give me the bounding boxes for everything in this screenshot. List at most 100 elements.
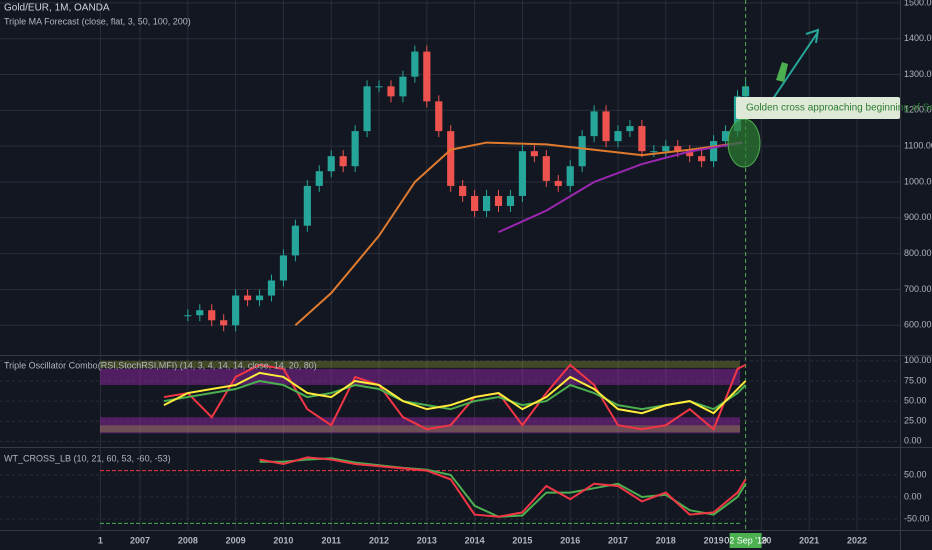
candle	[566, 166, 574, 186]
candle	[267, 280, 276, 296]
candle	[542, 156, 550, 181]
candle	[662, 146, 670, 152]
candle	[638, 126, 646, 152]
candle	[650, 151, 658, 153]
rocket-icon	[776, 62, 788, 82]
candle	[339, 156, 347, 167]
y-tick-label: 1000.00	[904, 176, 932, 186]
candle	[279, 255, 288, 281]
candle	[721, 131, 730, 142]
x-tick-label: 2012	[369, 535, 389, 545]
oscillator-title: Triple Oscillator Combo(RSI,StochRSI,MFI…	[4, 360, 317, 370]
highlight-ellipse	[727, 118, 761, 168]
candle	[363, 86, 371, 132]
candle	[494, 195, 503, 206]
y-tick-label: 50.00	[904, 395, 927, 405]
x-tick-label: 2022	[847, 535, 867, 545]
candle	[578, 136, 586, 167]
y-tick-label: 0.00	[904, 436, 922, 446]
series-line	[259, 456, 747, 518]
candle	[232, 295, 240, 326]
annotation-box	[736, 97, 900, 119]
x-tick-label: 2017	[608, 535, 628, 545]
chart-title: Gold/EUR, 1M, OANDA	[4, 3, 110, 14]
y-tick-label: 1100.00	[904, 141, 932, 151]
x-tick-label: 2016	[560, 535, 580, 545]
candle	[411, 51, 419, 77]
y-tick-label: 1400.00	[904, 33, 932, 43]
candle	[590, 111, 598, 137]
candle	[554, 180, 562, 186]
candle	[351, 131, 359, 167]
candle	[423, 51, 431, 102]
candle	[602, 111, 610, 142]
candle	[220, 320, 228, 326]
y-tick-label: 600.00	[904, 320, 932, 330]
y-tick-label: 1300.00	[904, 69, 932, 79]
wt-title: WT_CROSS_LB (10, 21, 60, 53, -60, -53)	[4, 453, 171, 463]
x-tick-label: 2013	[417, 535, 437, 545]
x-tick-label: 2019	[704, 535, 724, 545]
candle	[196, 310, 204, 316]
series-line	[163, 371, 747, 415]
candle	[698, 156, 706, 162]
candle	[686, 151, 694, 157]
x-tick-label: 2007	[130, 535, 150, 545]
x-tick-label: 2009	[226, 535, 246, 545]
candle	[375, 86, 383, 88]
series-line	[294, 141, 743, 327]
candle	[459, 185, 467, 196]
candle	[710, 141, 718, 162]
y-tick-label: 50.00	[904, 469, 927, 479]
y-tick-label: -50.00	[904, 513, 930, 523]
y-tick-label: 1200.00	[904, 105, 932, 115]
y-tick-label: 900.00	[904, 212, 932, 222]
candle	[184, 315, 192, 317]
candle	[506, 195, 515, 206]
candle	[243, 295, 252, 301]
y-tick-label: 1500.00	[904, 0, 932, 7]
candle	[387, 86, 395, 97]
candle	[614, 131, 622, 142]
y-tick-label: 0.00	[904, 491, 922, 501]
candle	[315, 171, 323, 186]
x-tick-label: 1	[98, 535, 103, 545]
candle	[626, 126, 634, 132]
cursor-label: 02 Sep '19	[724, 535, 767, 545]
candle	[518, 151, 526, 196]
x-tick-label: 2018	[656, 535, 676, 545]
oscillator-band	[100, 368, 740, 385]
candle	[482, 195, 491, 211]
y-tick-label: 75.00	[904, 375, 927, 385]
candle	[208, 310, 216, 321]
x-tick-label: 2014	[465, 535, 485, 545]
candle	[435, 101, 443, 132]
x-tick-label: 2008	[178, 535, 198, 545]
x-tick-label: 2011	[321, 535, 341, 545]
annotation: Golden cross approaching beginning of Se…	[746, 103, 932, 114]
candle	[291, 225, 299, 256]
candle	[303, 185, 311, 226]
candle	[674, 146, 682, 152]
indicator-title: Triple MA Forecast (close, flat, 3, 50, …	[4, 16, 191, 26]
candle	[399, 76, 407, 97]
candle	[255, 295, 264, 301]
x-tick-label: 2021	[799, 535, 819, 545]
y-tick-label: 25.00	[904, 416, 927, 426]
x-tick-label: 2015	[512, 535, 532, 545]
y-tick-label: 800.00	[904, 248, 932, 258]
candle	[471, 195, 479, 211]
y-tick-label: 700.00	[904, 284, 932, 294]
cursor-label-box	[729, 533, 762, 548]
candle	[447, 131, 455, 186]
x-tick-label: 2010	[273, 535, 293, 545]
oscillator-band	[100, 360, 740, 368]
y-tick-label: 100.00	[904, 355, 932, 365]
series-line	[498, 141, 743, 234]
candle	[327, 156, 335, 172]
candle	[530, 151, 538, 157]
oscillator-band	[100, 425, 740, 433]
arrow-head	[805, 28, 820, 44]
